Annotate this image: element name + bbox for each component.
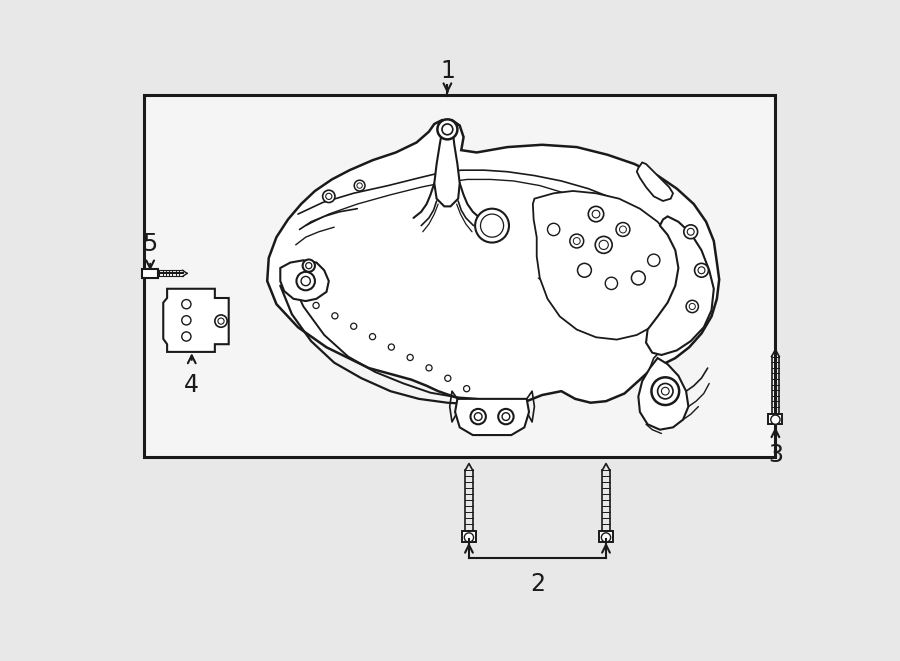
Circle shape: [426, 365, 432, 371]
Circle shape: [599, 240, 608, 249]
Circle shape: [688, 228, 694, 235]
Circle shape: [474, 412, 482, 420]
Circle shape: [464, 533, 473, 542]
Circle shape: [662, 387, 670, 395]
Polygon shape: [280, 260, 328, 301]
Circle shape: [442, 124, 453, 135]
Circle shape: [652, 377, 680, 405]
Circle shape: [351, 323, 356, 329]
Text: 1: 1: [440, 59, 454, 83]
Circle shape: [595, 237, 612, 253]
Text: 2: 2: [530, 572, 545, 596]
Circle shape: [481, 214, 504, 237]
Polygon shape: [638, 358, 689, 430]
Circle shape: [369, 334, 375, 340]
Polygon shape: [267, 120, 719, 407]
Circle shape: [689, 303, 696, 309]
Circle shape: [499, 409, 514, 424]
Circle shape: [601, 533, 610, 542]
Circle shape: [695, 263, 708, 277]
Circle shape: [471, 409, 486, 424]
Circle shape: [605, 277, 617, 290]
Polygon shape: [455, 399, 529, 435]
Circle shape: [592, 210, 599, 218]
Circle shape: [770, 415, 780, 424]
Circle shape: [215, 315, 227, 327]
Circle shape: [302, 260, 315, 272]
Circle shape: [445, 375, 451, 381]
Circle shape: [589, 206, 604, 222]
Circle shape: [698, 267, 705, 274]
Polygon shape: [163, 289, 229, 352]
Circle shape: [573, 237, 580, 245]
Circle shape: [475, 209, 509, 243]
Bar: [144, 95, 776, 457]
Circle shape: [616, 223, 630, 237]
Circle shape: [388, 344, 394, 350]
Circle shape: [182, 316, 191, 325]
Circle shape: [355, 180, 365, 191]
Circle shape: [437, 120, 457, 139]
Circle shape: [464, 385, 470, 392]
Circle shape: [326, 193, 332, 200]
Circle shape: [570, 234, 584, 248]
Circle shape: [296, 272, 315, 290]
Circle shape: [547, 223, 560, 235]
Circle shape: [578, 263, 591, 277]
Circle shape: [302, 276, 310, 286]
Bar: [462, 531, 476, 542]
Circle shape: [294, 292, 301, 298]
Polygon shape: [646, 216, 714, 355]
Polygon shape: [637, 163, 673, 201]
Circle shape: [658, 383, 673, 399]
Circle shape: [407, 354, 413, 360]
Circle shape: [619, 226, 626, 233]
Text: 5: 5: [142, 233, 157, 256]
Circle shape: [686, 300, 698, 313]
Text: 4: 4: [184, 373, 199, 397]
Bar: [769, 414, 782, 424]
Bar: [599, 531, 613, 542]
Circle shape: [332, 313, 338, 319]
Circle shape: [322, 190, 335, 202]
Circle shape: [648, 254, 660, 266]
Circle shape: [632, 271, 645, 285]
Bar: [142, 269, 157, 278]
Circle shape: [306, 262, 312, 269]
Circle shape: [357, 183, 363, 188]
Circle shape: [684, 225, 698, 239]
Polygon shape: [533, 191, 680, 340]
Circle shape: [313, 302, 320, 309]
Circle shape: [502, 412, 509, 420]
Circle shape: [182, 332, 191, 341]
Polygon shape: [435, 132, 460, 206]
Text: 3: 3: [768, 443, 783, 467]
Circle shape: [182, 299, 191, 309]
Circle shape: [218, 318, 224, 324]
